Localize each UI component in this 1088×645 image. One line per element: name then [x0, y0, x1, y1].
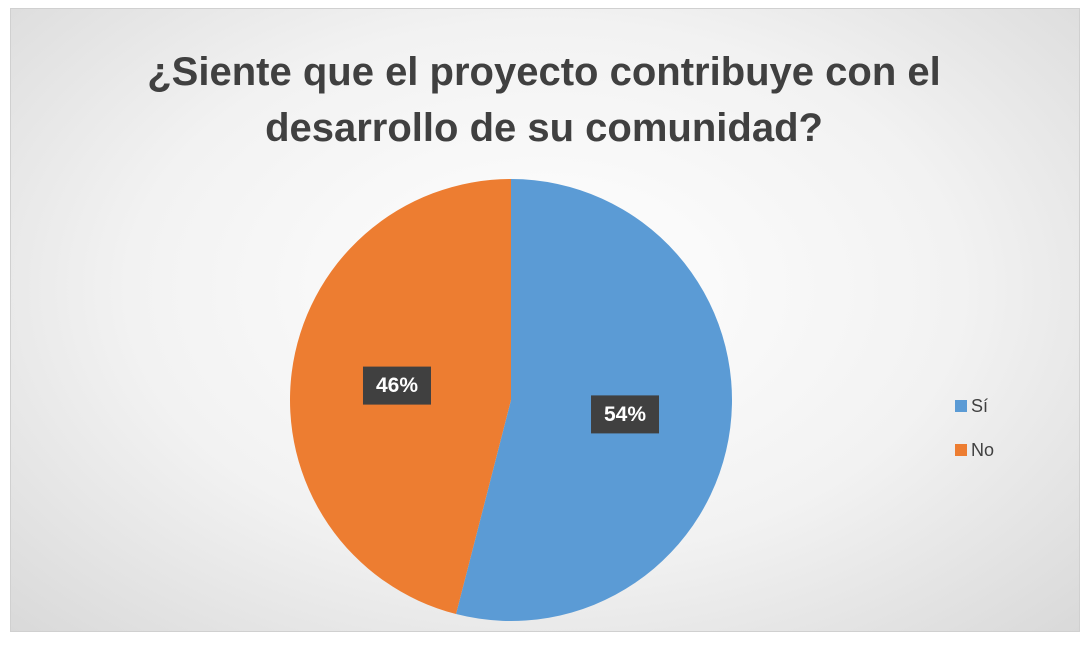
chart-title: ¿Siente que el proyecto contribuye con e…	[147, 50, 941, 150]
legend-label: Sí	[971, 396, 988, 416]
data-label-box	[591, 395, 660, 434]
legend-label: No	[971, 440, 994, 460]
data-label: 54%	[591, 395, 660, 434]
data-label: 46%	[362, 366, 431, 405]
legend-swatch	[955, 400, 967, 412]
data-label-text: 46%	[376, 374, 418, 397]
data-label-box	[362, 366, 431, 405]
legend-swatch	[955, 444, 967, 456]
data-label-text: 54%	[604, 403, 646, 426]
